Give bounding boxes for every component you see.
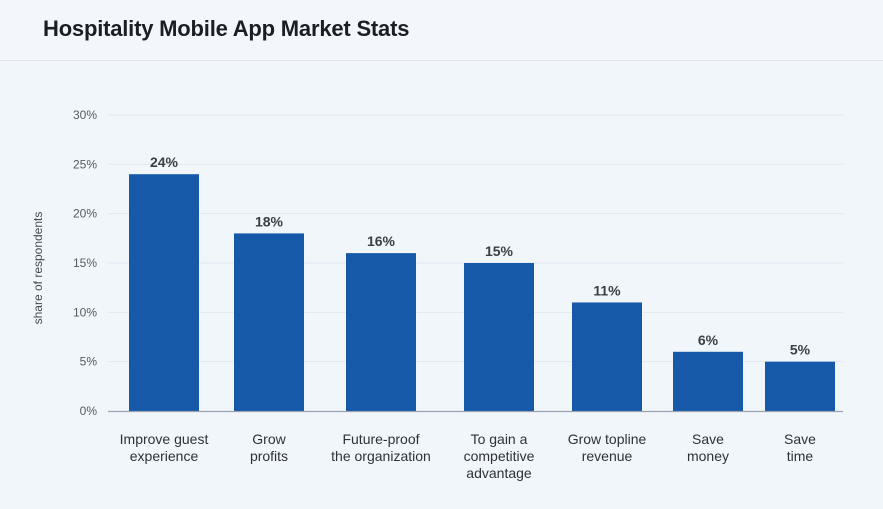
y-tick-label: 0% bbox=[80, 404, 98, 418]
x-category-label: Improve guest bbox=[120, 431, 209, 447]
bar-value-label: 16% bbox=[367, 233, 396, 249]
bar-value-label: 24% bbox=[150, 154, 179, 170]
x-category-label: Grow topline bbox=[568, 431, 647, 447]
chart-header: Hospitality Mobile App Market Stats bbox=[0, 0, 883, 61]
x-category-label: Save bbox=[692, 431, 724, 447]
bar bbox=[673, 351, 743, 411]
chart-title: Hospitality Mobile App Market Stats bbox=[43, 16, 410, 41]
x-category-label: money bbox=[687, 448, 729, 464]
x-category-label: experience bbox=[130, 448, 199, 464]
x-category-label: profits bbox=[250, 448, 288, 464]
x-category-label: time bbox=[787, 448, 814, 464]
bar bbox=[234, 233, 304, 411]
y-tick-label: 15% bbox=[73, 256, 97, 270]
bar bbox=[346, 253, 416, 411]
y-tick-label: 20% bbox=[73, 207, 97, 221]
bar bbox=[129, 174, 199, 411]
x-category-label: advantage bbox=[466, 465, 532, 481]
bar-value-label: 11% bbox=[593, 282, 621, 298]
x-category-label: Grow bbox=[252, 431, 286, 447]
bar-value-label: 18% bbox=[255, 213, 284, 229]
x-category-label: To gain a bbox=[471, 431, 528, 447]
x-category-label: Future-proof bbox=[342, 431, 419, 447]
y-axis-label: share of respondents bbox=[31, 212, 45, 325]
y-tick-label: 10% bbox=[73, 305, 97, 319]
bar-value-label: 6% bbox=[698, 332, 719, 348]
x-category-label: the organization bbox=[331, 448, 431, 464]
x-category-label: revenue bbox=[582, 448, 633, 464]
x-category-label: competitive bbox=[464, 448, 535, 464]
bar bbox=[572, 302, 642, 411]
bar bbox=[464, 263, 534, 411]
bar bbox=[765, 361, 835, 411]
bar-value-label: 5% bbox=[790, 342, 811, 358]
y-tick-label: 5% bbox=[80, 355, 98, 369]
y-tick-label: 30% bbox=[73, 108, 97, 122]
bar-value-label: 15% bbox=[485, 243, 514, 259]
x-category-label: Save bbox=[784, 431, 816, 447]
y-tick-label: 25% bbox=[73, 157, 97, 171]
